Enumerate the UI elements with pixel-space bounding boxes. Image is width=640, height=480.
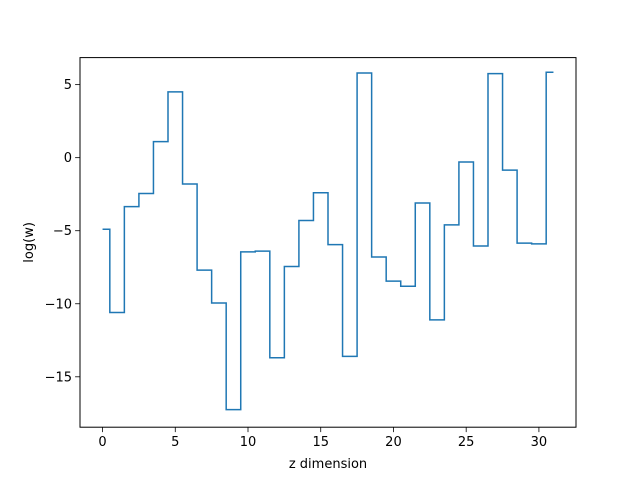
x-tick-label: 30 [531,435,548,450]
y-tick-label: −5 [53,224,72,239]
x-tick-label: 10 [240,435,257,450]
plot-area-frame [79,57,577,428]
y-tick-label: −10 [45,297,72,312]
x-tick-label: 25 [458,435,475,450]
x-tick-label: 5 [171,435,179,450]
y-tick-label: 5 [64,78,72,93]
y-tick-label: 0 [64,151,72,166]
y-axis-label: log(w) [22,222,37,263]
x-axis-label: z dimension [289,457,367,472]
series-step-line [102,71,554,411]
x-tick-label: 0 [98,435,106,450]
x-tick-label: 15 [312,435,329,450]
x-tick-label: 20 [385,435,402,450]
y-tick-label: −15 [45,370,72,385]
